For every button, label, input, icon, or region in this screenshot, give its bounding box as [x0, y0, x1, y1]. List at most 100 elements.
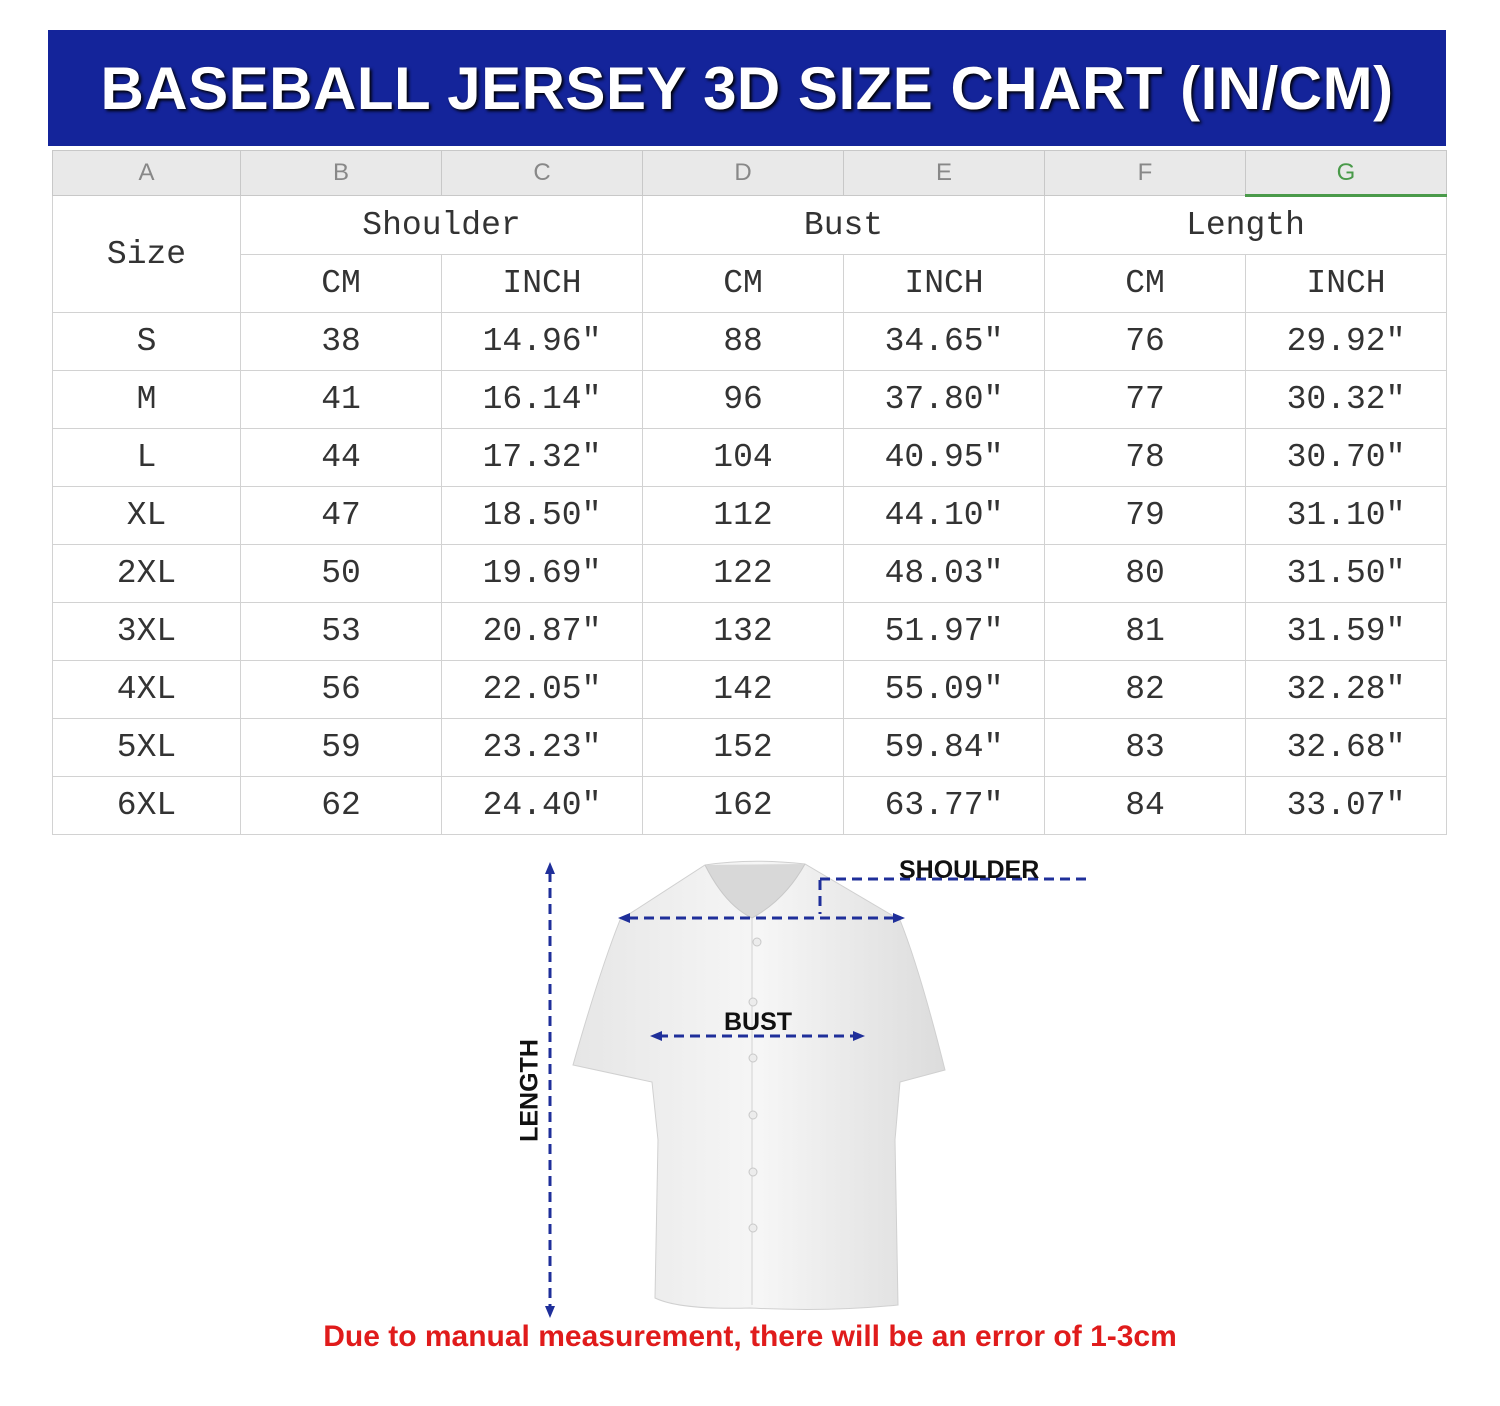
- column-header-row: A B C D E F G: [52, 150, 1447, 197]
- size-cell[interactable]: XL: [52, 486, 241, 545]
- jersey-diagram: SHOULDER BUST LENGTH: [500, 850, 1100, 1335]
- measurement-cell[interactable]: 50: [240, 544, 442, 603]
- measurement-cell[interactable]: 79: [1044, 486, 1246, 545]
- measurement-cell[interactable]: 122: [642, 544, 844, 603]
- measurement-cell[interactable]: 16.14″: [441, 370, 643, 429]
- measurement-cell[interactable]: 32.28″: [1245, 660, 1447, 719]
- unit-header: CM: [642, 254, 844, 313]
- measurement-cell[interactable]: 14.96″: [441, 312, 643, 371]
- measurement-cell[interactable]: 51.97″: [843, 602, 1045, 661]
- measurement-cell[interactable]: 19.69″: [441, 544, 643, 603]
- measurement-cell[interactable]: 96: [642, 370, 844, 429]
- measurement-cell[interactable]: 80: [1044, 544, 1246, 603]
- table-row: 6XL 62 24.40″ 162 63.77″ 84 33.07″: [52, 776, 1447, 835]
- length-header: Length: [1044, 195, 1447, 255]
- unit-header: CM: [1044, 254, 1246, 313]
- measurement-cell[interactable]: 30.32″: [1245, 370, 1447, 429]
- measurement-cell[interactable]: 82: [1044, 660, 1246, 719]
- measurement-cell[interactable]: 63.77″: [843, 776, 1045, 835]
- measurement-cell[interactable]: 47: [240, 486, 442, 545]
- size-cell[interactable]: S: [52, 312, 241, 371]
- measurement-cell[interactable]: 76: [1044, 312, 1246, 371]
- measurement-cell[interactable]: 59: [240, 718, 442, 777]
- table-row: 5XL 59 23.23″ 152 59.84″ 83 32.68″: [52, 718, 1447, 777]
- unit-header-row: CM INCH CM INCH CM INCH: [53, 254, 1447, 313]
- jersey-shape: [572, 860, 946, 1310]
- size-chart-table: A B C D E F G Size Shoulder Bust Length …: [52, 150, 1447, 835]
- measurement-cell[interactable]: 30.70″: [1245, 428, 1447, 487]
- measurement-cell[interactable]: 31.50″: [1245, 544, 1447, 603]
- column-header-g[interactable]: G: [1245, 150, 1447, 197]
- measurement-cell[interactable]: 17.32″: [441, 428, 643, 487]
- measurement-cell[interactable]: 40.95″: [843, 428, 1045, 487]
- table-row: M 41 16.14″ 96 37.80″ 77 30.32″: [52, 370, 1447, 429]
- measurement-cell[interactable]: 33.07″: [1245, 776, 1447, 835]
- measurement-cell[interactable]: 34.65″: [843, 312, 1045, 371]
- shoulder-header: Shoulder: [240, 195, 643, 255]
- measurement-cell[interactable]: 22.05″: [441, 660, 643, 719]
- measurement-cell[interactable]: 20.87″: [441, 602, 643, 661]
- group-header-row: Size Shoulder Bust Length: [52, 195, 1447, 313]
- column-header-a[interactable]: A: [52, 150, 241, 196]
- unit-header: INCH: [843, 254, 1045, 313]
- measurement-cell[interactable]: 31.10″: [1245, 486, 1447, 545]
- table-row: 4XL 56 22.05″ 142 55.09″ 82 32.28″: [52, 660, 1447, 719]
- measurement-cell[interactable]: 48.03″: [843, 544, 1045, 603]
- table-row: XL 47 18.50″ 112 44.10″ 79 31.10″: [52, 486, 1447, 545]
- measurement-cell[interactable]: 23.23″: [441, 718, 643, 777]
- bust-label: BUST: [724, 1008, 793, 1036]
- measurement-cell[interactable]: 55.09″: [843, 660, 1045, 719]
- measurement-cell[interactable]: 152: [642, 718, 844, 777]
- measurement-cell[interactable]: 38: [240, 312, 442, 371]
- jersey-illustration: [545, 860, 1090, 1318]
- measurement-note: Due to manual measurement, there will be…: [323, 1320, 1177, 1353]
- measurement-cell[interactable]: 62: [240, 776, 442, 835]
- measurement-cell[interactable]: 132: [642, 602, 844, 661]
- measurement-cell[interactable]: 88: [642, 312, 844, 371]
- unit-header: CM: [240, 254, 442, 313]
- measurement-cell[interactable]: 78: [1044, 428, 1246, 487]
- measurement-cell[interactable]: 29.92″: [1245, 312, 1447, 371]
- size-header: Size: [52, 195, 241, 313]
- measurement-cell[interactable]: 32.68″: [1245, 718, 1447, 777]
- page-title: BASEBALL JERSEY 3D SIZE CHART (IN/CM): [100, 54, 1394, 122]
- size-cell[interactable]: 2XL: [52, 544, 241, 603]
- column-header-d[interactable]: D: [642, 150, 844, 196]
- shoulder-label: SHOULDER: [899, 856, 1040, 884]
- measurement-cell[interactable]: 24.40″: [441, 776, 643, 835]
- column-header-c[interactable]: C: [441, 150, 643, 196]
- measurement-cell[interactable]: 112: [642, 486, 844, 545]
- column-header-f[interactable]: F: [1044, 150, 1246, 196]
- measurement-cell[interactable]: 104: [642, 428, 844, 487]
- length-label: LENGTH: [515, 1039, 544, 1142]
- measurement-cell[interactable]: 31.59″: [1245, 602, 1447, 661]
- table-row: S 38 14.96″ 88 34.65″ 76 29.92″: [52, 312, 1447, 371]
- measurement-cell[interactable]: 44: [240, 428, 442, 487]
- size-cell[interactable]: M: [52, 370, 241, 429]
- column-header-e[interactable]: E: [843, 150, 1045, 196]
- size-cell[interactable]: 6XL: [52, 776, 241, 835]
- measurement-cell[interactable]: 84: [1044, 776, 1246, 835]
- measurement-cell[interactable]: 56: [240, 660, 442, 719]
- unit-header: INCH: [441, 254, 643, 313]
- measurement-cell[interactable]: 53: [240, 602, 442, 661]
- measurement-cell[interactable]: 41: [240, 370, 442, 429]
- measurement-cell[interactable]: 59.84″: [843, 718, 1045, 777]
- measurement-cell[interactable]: 37.80″: [843, 370, 1045, 429]
- measurement-cell[interactable]: 83: [1044, 718, 1246, 777]
- size-cell[interactable]: 5XL: [52, 718, 241, 777]
- size-cell[interactable]: 3XL: [52, 602, 241, 661]
- measurement-cell[interactable]: 18.50″: [441, 486, 643, 545]
- column-header-b[interactable]: B: [240, 150, 442, 196]
- table-row: 3XL 53 20.87″ 132 51.97″ 81 31.59″: [52, 602, 1447, 661]
- measurement-cell[interactable]: 162: [642, 776, 844, 835]
- table-row: L 44 17.32″ 104 40.95″ 78 30.70″: [52, 428, 1447, 487]
- measurement-cell[interactable]: 44.10″: [843, 486, 1045, 545]
- table-row: 2XL 50 19.69″ 122 48.03″ 80 31.50″: [52, 544, 1447, 603]
- bust-header: Bust: [642, 195, 1045, 255]
- measurement-cell[interactable]: 81: [1044, 602, 1246, 661]
- measurement-cell[interactable]: 77: [1044, 370, 1246, 429]
- size-cell[interactable]: 4XL: [52, 660, 241, 719]
- size-cell[interactable]: L: [52, 428, 241, 487]
- measurement-cell[interactable]: 142: [642, 660, 844, 719]
